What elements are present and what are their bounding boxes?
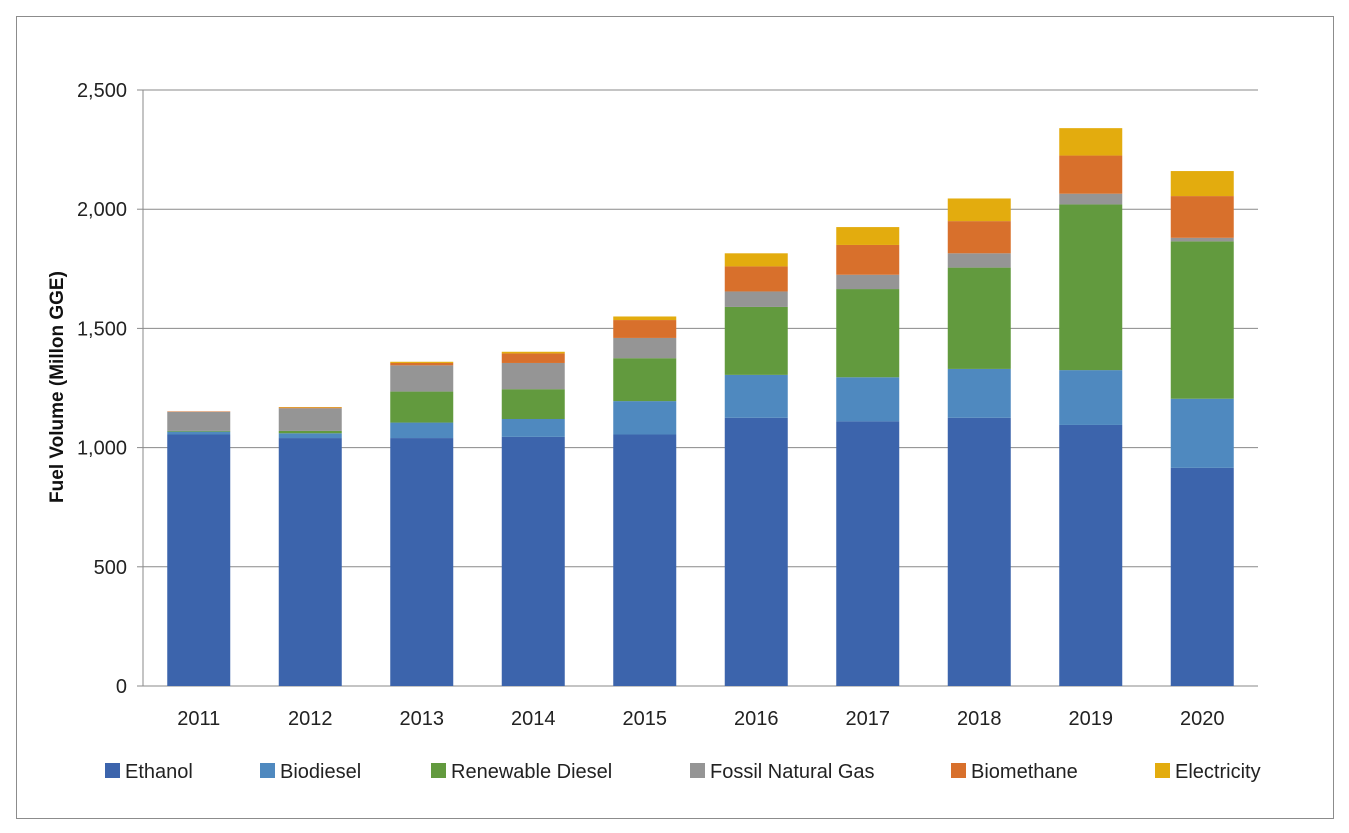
legend-swatch: [105, 763, 120, 778]
legend-item-electricity: Electricity: [1155, 761, 1261, 783]
bar-segment-fossil-natural-gas-2020: [1170, 237, 1234, 242]
legend-label: Electricity: [1175, 761, 1261, 783]
bar-segment-electricity-2018: [947, 198, 1011, 222]
x-tick-label: 2011: [177, 708, 220, 730]
bar-segment-renewable-diesel-2016: [724, 306, 788, 375]
legend-item-biodiesel: Biodiesel: [260, 761, 361, 783]
legend-label: Fossil Natural Gas: [710, 761, 875, 783]
legend-item-ethanol: Ethanol: [105, 761, 193, 783]
bar-segment-biomethane-2019: [1059, 155, 1123, 194]
legend: Ethanol Biodiesel Renewable Diesel Fossil N…: [105, 761, 1261, 783]
bar-segment-fossil-natural-gas-2017: [836, 274, 900, 290]
x-axis-ticks: 2011 2012 2013 2014 2015 2016 2017 2018 2019 2020: [177, 708, 1224, 730]
bar-segment-fossil-natural-gas-2016: [724, 291, 788, 307]
bar-segment-electricity-2020: [1170, 171, 1234, 197]
bars: [167, 128, 1234, 686]
bar-segment-electricity-2016: [724, 253, 788, 267]
y-axis-ticks: 0 500 1,000 1,500 2,000 2,500: [77, 80, 127, 698]
bar-segment-biodiesel-2020: [1170, 398, 1234, 468]
bar-segment-fossil-natural-gas-2012: [278, 408, 342, 431]
bar-segment-ethanol-2018: [947, 417, 1011, 686]
y-tick-label: 2,000: [77, 199, 127, 221]
bar-segment-renewable-diesel-2018: [947, 267, 1011, 369]
legend-label: Renewable Diesel: [451, 761, 612, 783]
bar-segment-ethanol-2016: [724, 417, 788, 686]
bar-segment-electricity-2015: [613, 316, 677, 321]
legend-item-fossil-natural-gas: Fossil Natural Gas: [690, 761, 875, 783]
bar-segment-renewable-diesel-2020: [1170, 241, 1234, 399]
bar-segment-biodiesel-2014: [501, 418, 565, 437]
x-tick-label: 2016: [734, 708, 779, 730]
bar-segment-biodiesel-2016: [724, 374, 788, 418]
bar-segment-biomethane-2016: [724, 266, 788, 292]
legend-swatch: [431, 763, 446, 778]
bar-segment-renewable-diesel-2015: [613, 358, 677, 402]
x-tick-label: 2013: [400, 708, 445, 730]
bar-segment-electricity-2014: [501, 351, 565, 354]
bar-segment-ethanol-2014: [501, 436, 565, 686]
bar-segment-renewable-diesel-2011: [167, 430, 231, 432]
legend-swatch: [1155, 763, 1170, 778]
bar-segment-electricity-2013: [390, 361, 454, 363]
bar-segment-fossil-natural-gas-2011: [167, 411, 231, 431]
bar-segment-fossil-natural-gas-2014: [501, 362, 565, 390]
bar-segment-biomethane-2012: [278, 407, 342, 409]
bar-segment-biodiesel-2017: [836, 377, 900, 422]
bar-segment-electricity-2019: [1059, 128, 1123, 156]
x-tick-label: 2018: [957, 708, 1002, 730]
bar-segment-electricity-2017: [836, 227, 900, 245]
bar-segment-renewable-diesel-2014: [501, 389, 565, 419]
bar-segment-biodiesel-2015: [613, 401, 677, 435]
x-tick-label: 2015: [623, 708, 668, 730]
y-tick-label: 0: [116, 676, 127, 698]
bar-segment-biomethane-2015: [613, 320, 677, 338]
x-tick-label: 2020: [1180, 708, 1225, 730]
bar-segment-biodiesel-2019: [1059, 370, 1123, 425]
bar-segment-renewable-diesel-2012: [278, 430, 342, 434]
y-tick-label: 2,500: [77, 80, 127, 102]
bar-segment-renewable-diesel-2017: [836, 289, 900, 378]
x-tick-label: 2017: [846, 708, 891, 730]
y-tick-label: 500: [94, 557, 127, 579]
bar-segment-biomethane-2018: [947, 221, 1011, 254]
legend-item-renewable-diesel: Renewable Diesel: [431, 761, 612, 783]
bar-segment-fossil-natural-gas-2013: [390, 365, 454, 392]
bar-segment-ethanol-2019: [1059, 424, 1123, 686]
bar-segment-biomethane-2017: [836, 244, 900, 275]
legend-label: Biomethane: [971, 761, 1078, 783]
x-tick-label: 2014: [511, 708, 556, 730]
bar-segment-biodiesel-2012: [278, 433, 342, 439]
bar-segment-biomethane-2013: [390, 362, 454, 366]
legend-swatch: [260, 763, 275, 778]
legend-item-biomethane: Biomethane: [951, 761, 1078, 783]
bar-segment-biodiesel-2013: [390, 422, 454, 439]
x-tick-label: 2012: [288, 708, 333, 730]
bar-segment-biomethane-2014: [501, 353, 565, 363]
bar-segment-ethanol-2017: [836, 421, 900, 686]
y-axis-label: Fuel Volume (Millon GGE): [47, 271, 68, 503]
bar-segment-ethanol-2011: [167, 434, 231, 686]
bar-segment-biodiesel-2018: [947, 368, 1011, 418]
y-tick-label: 1,500: [77, 318, 127, 340]
bar-segment-renewable-diesel-2019: [1059, 204, 1123, 371]
bar-segment-biodiesel-2011: [167, 431, 231, 435]
bar-segment-ethanol-2020: [1170, 467, 1234, 686]
bar-segment-fossil-natural-gas-2019: [1059, 193, 1123, 205]
x-tick-label: 2019: [1069, 708, 1114, 730]
bar-segment-fossil-natural-gas-2018: [947, 253, 1011, 268]
legend-swatch: [690, 763, 705, 778]
bar-segment-ethanol-2015: [613, 434, 677, 686]
bar-segment-ethanol-2013: [390, 438, 454, 686]
bar-segment-fossil-natural-gas-2015: [613, 337, 677, 359]
legend-label: Ethanol: [125, 761, 193, 783]
bar-segment-biomethane-2020: [1170, 196, 1234, 238]
legend-swatch: [951, 763, 966, 778]
legend-label: Biodiesel: [280, 761, 361, 783]
y-tick-label: 1,000: [77, 438, 127, 460]
bar-segment-renewable-diesel-2013: [390, 391, 454, 423]
bar-segment-ethanol-2012: [278, 438, 342, 686]
